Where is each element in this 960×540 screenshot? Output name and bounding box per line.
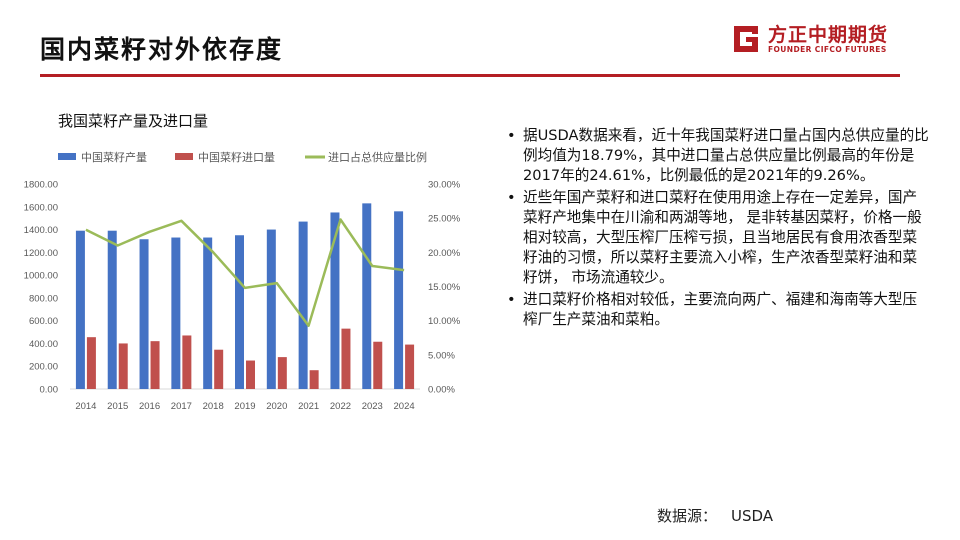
left-axis-tick-label: 400.00 — [29, 339, 58, 350]
legend-swatch — [175, 153, 193, 160]
x-axis-tick-label: 2022 — [330, 401, 351, 412]
x-axis-tick-label: 2020 — [266, 401, 287, 412]
x-axis-tick-label: 2015 — [107, 401, 128, 412]
import-bar — [86, 337, 96, 389]
import-bar — [150, 341, 160, 389]
production-bar — [203, 237, 213, 389]
right-axis-tick-label: 15.00% — [428, 282, 461, 293]
production-bar — [330, 212, 340, 389]
production-bar — [171, 237, 181, 389]
import-bar — [182, 335, 192, 389]
left-axis-tick-label: 1200.00 — [24, 248, 58, 259]
right-axis-tick-label: 0.00% — [428, 385, 455, 396]
bullet-item: 近些年国产菜籽和进口菜籽在使用用途上存在一定差异，国产菜籽产地集中在川渝和两湖等… — [505, 188, 930, 289]
import-bar — [341, 328, 351, 389]
import-bar — [118, 343, 128, 389]
left-axis-tick-label: 1800.00 — [24, 180, 58, 191]
x-axis-tick-label: 2021 — [298, 401, 319, 412]
logo-mark-icon — [734, 26, 758, 52]
production-bar — [107, 230, 117, 389]
rapeseed-chart: 1800.00 1600.00 1400.00 1200.00 1000.00 800.0… — [24, 150, 461, 412]
source-value: USDA — [731, 507, 774, 525]
import-bar — [373, 341, 383, 389]
left-axis-tick-label: 200.00 — [29, 362, 58, 373]
analysis-bullets: 据USDA数据来看，近十年我国菜籽进口量占国内总供应量的比例均值为18.79%，… — [505, 126, 930, 331]
production-bar — [298, 221, 308, 389]
title-divider — [40, 74, 900, 77]
import-bar — [246, 360, 255, 389]
import-bar — [277, 357, 287, 389]
source-label: 数据源： — [657, 507, 718, 525]
left-axis-tick-label: 1000.00 — [24, 271, 58, 282]
production-bar — [139, 239, 149, 389]
right-axis-tick-label: 5.00% — [428, 350, 455, 361]
production-bar — [362, 203, 372, 389]
right-axis-tick-label: 25.00% — [428, 214, 461, 225]
logo-english-name: FOUNDER CIFCO FUTURES — [768, 45, 887, 54]
x-axis-tick-label: 2019 — [234, 401, 255, 412]
left-axis-tick-label: 600.00 — [29, 316, 58, 327]
right-axis-tick-label: 20.00% — [428, 248, 461, 259]
data-source: 数据源： USDA — [657, 505, 787, 526]
import-share-line — [85, 218, 405, 327]
x-axis-tick-label: 2017 — [171, 401, 192, 412]
right-axis-tick-label: 10.00% — [428, 316, 461, 327]
x-axis-tick-label: 2014 — [75, 401, 96, 412]
legend-label: 中国菜籽进口量 — [198, 151, 275, 164]
production-bar — [75, 230, 85, 389]
chart-caption: 我国菜籽产量及进口量 — [58, 112, 209, 130]
x-axis-tick-label: 2018 — [203, 401, 224, 412]
logo-chinese-name: 方正中期期货 — [768, 24, 889, 46]
import-bar — [405, 344, 415, 389]
legend-label: 进口占总供应量比例 — [328, 150, 427, 164]
legend-swatch — [58, 153, 76, 160]
legend-label: 中国菜籽产量 — [81, 150, 147, 164]
production-bar — [266, 229, 276, 389]
company-logo: 方正中期期货 FOUNDER CIFCO FUTURES — [730, 20, 900, 60]
import-bar — [214, 349, 224, 389]
right-axis-tick-label: 30.00% — [428, 180, 461, 191]
left-axis-tick-label: 1600.00 — [24, 202, 58, 213]
x-axis-tick-label: 2016 — [139, 401, 160, 412]
bullet-item: 进口菜籽价格相对较低，主要流向两广、福建和海南等大型压榨厂生产菜油和菜粕。 — [505, 290, 930, 330]
left-axis-tick-label: 1400.00 — [24, 225, 58, 236]
left-axis-tick-label: 0.00 — [40, 385, 59, 396]
page-title: 国内菜籽对外依存度 — [40, 35, 284, 64]
bullet-item: 据USDA数据来看，近十年我国菜籽进口量占国内总供应量的比例均值为18.79%，… — [505, 126, 930, 187]
x-axis-tick-label: 2023 — [362, 401, 383, 412]
production-bar — [394, 211, 404, 389]
production-bar — [235, 235, 244, 389]
left-axis-tick-label: 800.00 — [29, 293, 58, 304]
x-axis-tick-label: 2024 — [394, 401, 415, 412]
import-bar — [309, 370, 319, 389]
